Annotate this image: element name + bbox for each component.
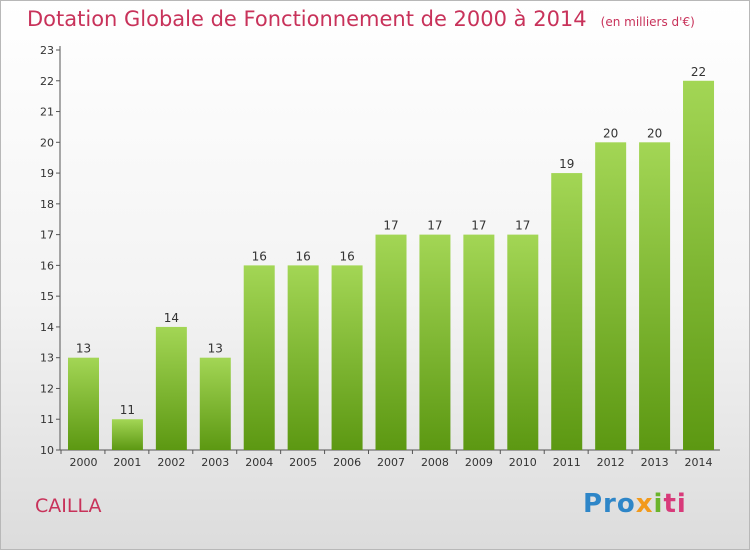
y-tick-label: 23 [40,44,54,57]
bar [639,142,671,451]
commune-name: CAILLA [35,495,102,517]
proxiti-logo: Proxiti [583,489,687,519]
x-tick-label: 2008 [421,456,449,469]
unit-label: (en milliers d'€) [600,15,695,29]
x-tick-label: 2009 [465,456,493,469]
y-tick-label: 19 [40,167,54,180]
x-tick-label: 2007 [377,456,405,469]
bar-value-label: 16 [296,249,311,263]
logo-part: Pro [583,489,636,519]
bar [287,265,319,450]
bar-value-label: 11 [120,403,135,417]
logo-part: x [635,489,654,519]
y-tick-label: 22 [40,75,54,88]
bar-value-label: 16 [339,249,354,263]
x-tick-label: 2003 [201,456,229,469]
value-labels: 13 11 14 13 16 16 16 17 17 17 17 19 20 20 22 [76,65,706,417]
bar-value-label: 14 [164,311,179,325]
bar-value-label: 17 [515,219,530,233]
bar [331,265,363,450]
bar-value-label: 13 [208,342,223,356]
bar-value-label: 17 [427,219,442,233]
bar [507,234,539,450]
x-tick-label: 2010 [509,456,537,469]
axes: 10 11 12 13 14 15 16 17 18 19 20 21 22 23 2000 2001 2002… [40,44,720,469]
y-tick-label: 16 [40,259,54,272]
y-tick-label: 13 [40,352,54,365]
x-tick-label: 2006 [333,456,361,469]
y-tick-label: 21 [40,106,54,119]
bar [199,357,231,450]
title-text: Dotation Globale de Fonctionnement de 20… [27,7,587,31]
bar [419,234,451,450]
logo-part: i [653,489,664,519]
y-tick-label: 15 [40,290,54,303]
y-tick-label: 11 [40,413,54,426]
bar-value-label: 20 [603,126,618,140]
bar [683,80,715,451]
x-tick-label: 2012 [597,456,625,469]
bar-value-label: 19 [559,157,574,171]
x-tick-label: 2005 [289,456,317,469]
x-tick-label: 2011 [553,456,581,469]
x-tick-label: 2013 [641,456,669,469]
bar-value-label: 16 [252,249,267,263]
bar-value-label: 17 [383,219,398,233]
bar-value-label: 22 [691,65,706,79]
bar [463,234,495,450]
x-tick-label: 2001 [113,456,141,469]
x-tick-label: 2014 [685,456,713,469]
y-tick-label: 10 [40,444,54,457]
bars [68,80,715,451]
bar-value-label: 17 [471,219,486,233]
y-tick-label: 14 [40,321,54,334]
y-tick-label: 20 [40,136,54,149]
bar [551,173,583,451]
bar-value-label: 13 [76,342,91,356]
y-tick-label: 18 [40,198,54,211]
bar [375,234,407,450]
bar [68,357,99,450]
y-tick-label: 12 [40,382,54,395]
bar-value-label: 20 [647,126,662,140]
y-tick-label: 17 [40,229,54,242]
logo-part: ti [663,489,687,519]
x-tick-label: 2002 [157,456,185,469]
x-tick-label: 2000 [70,456,98,469]
bar [155,326,187,450]
x-tick-label: 2004 [245,456,273,469]
chart-title: Dotation Globale de Fonctionnement de 20… [27,7,695,31]
bar [595,142,627,451]
bar [111,419,143,450]
bar [243,265,275,450]
